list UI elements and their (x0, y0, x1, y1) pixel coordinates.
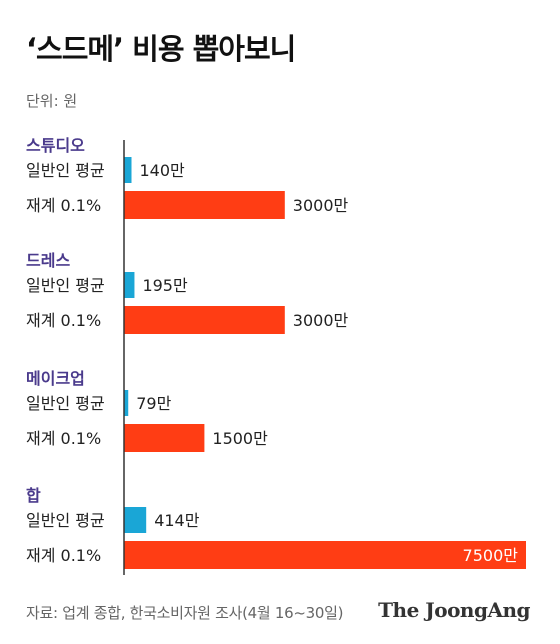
category-label: 스튜디오 (26, 136, 85, 155)
series-row-label: 일반인 평균 (26, 394, 105, 413)
series-row-label: 재계 0.1% (26, 196, 101, 215)
series-row-label: 일반인 평균 (26, 276, 105, 295)
average-bar (124, 157, 132, 183)
series-row-label: 일반인 평균 (26, 161, 105, 180)
data-label: 3000만 (293, 311, 349, 330)
category-label: 드레스 (26, 251, 70, 270)
series-row-label: 재계 0.1% (26, 546, 101, 565)
series-row-label: 일반인 평균 (26, 511, 105, 530)
source-note: 자료: 업계 종합, 한국소비자원 조사(4월 16~30일) (26, 604, 344, 622)
data-label: 7500만 (463, 546, 519, 565)
average-bar (124, 507, 147, 533)
top-bar (124, 424, 205, 452)
unit-label: 단위: 원 (26, 92, 78, 110)
top-bar (124, 306, 285, 334)
average-bar (124, 390, 129, 416)
average-bar (124, 272, 135, 298)
category-label: 메이크업 (26, 369, 85, 388)
series-row-label: 재계 0.1% (26, 311, 101, 330)
data-label: 414만 (154, 511, 200, 530)
series-row-label: 재계 0.1% (26, 429, 101, 448)
top-bar (124, 191, 285, 219)
data-label: 140만 (140, 161, 186, 180)
brand-logo: The JoongAng (378, 598, 530, 622)
category-label: 합 (26, 486, 41, 505)
data-label: 1500만 (212, 429, 268, 448)
data-label: 79만 (136, 394, 171, 413)
data-label: 195만 (142, 276, 188, 295)
data-label: 3000만 (293, 196, 349, 215)
top-bar (124, 541, 526, 569)
chart-title: ‘스드메’ 비용 뽑아보니 (26, 32, 296, 66)
